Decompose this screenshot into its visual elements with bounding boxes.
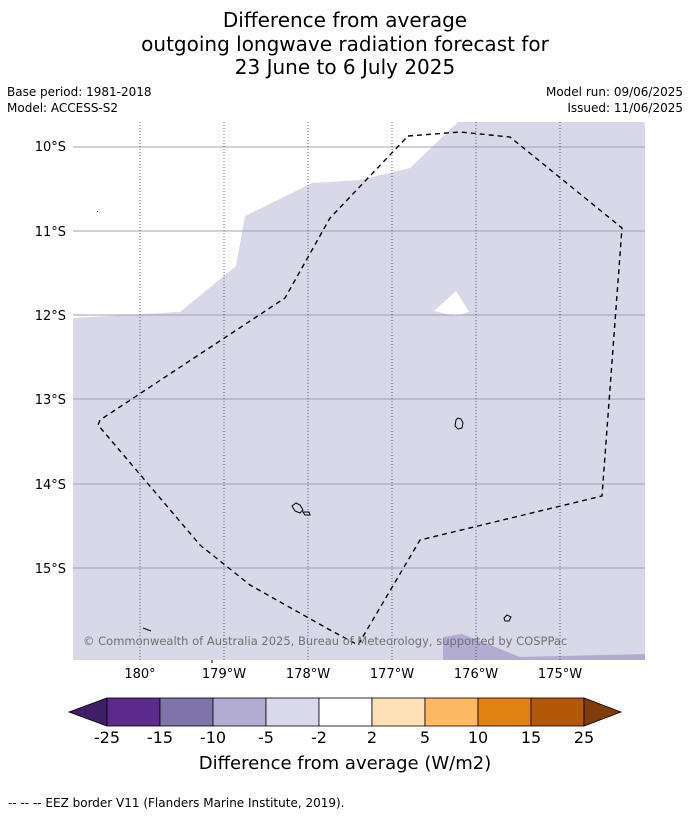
longitude-labels: 180° 179°W 178°W 177°W 176°W 175°W bbox=[124, 667, 582, 682]
title-line-3: 23 June to 6 July 2025 bbox=[234, 55, 456, 79]
lat-label: 12°S bbox=[35, 309, 66, 324]
colorbar-extend-high bbox=[583, 697, 623, 727]
island-outline bbox=[454, 417, 464, 430]
title-line-1: Difference from average bbox=[222, 8, 468, 32]
colorbar-tick-label: -15 bbox=[146, 728, 174, 747]
map-area: © Commonwealth of Australia 2025, Bureau… bbox=[73, 122, 645, 660]
lon-label: 180° bbox=[124, 667, 155, 682]
colorbar-tick-label: -5 bbox=[258, 728, 274, 747]
lon-label: 179°W bbox=[202, 667, 246, 682]
anomaly-region-medium bbox=[443, 634, 645, 660]
island-outline bbox=[96, 210, 99, 213]
eez-border bbox=[97, 131, 623, 646]
anomaly-region-light bbox=[73, 122, 645, 660]
islands bbox=[96, 210, 512, 632]
lat-label: 13°S bbox=[35, 393, 66, 408]
latitude-labels: 10°S 11°S 12°S 13°S 14°S 15°S bbox=[35, 140, 66, 577]
colorbar-tick-label: -2 bbox=[311, 728, 327, 747]
lon-label: 177°W bbox=[370, 667, 414, 682]
colorbar-tick-label: 10 bbox=[467, 728, 489, 747]
island-outline bbox=[302, 511, 311, 516]
colorbar-tick-label: -25 bbox=[93, 728, 121, 747]
model-run: Model run: 09/06/2025 bbox=[545, 85, 683, 99]
lon-label: 176°W bbox=[454, 667, 498, 682]
lat-label: 15°S bbox=[35, 562, 66, 577]
island-outline bbox=[503, 614, 512, 622]
colorbar-swatch bbox=[530, 697, 585, 727]
colorbar-swatch bbox=[424, 697, 479, 727]
colorbar-extend-low bbox=[67, 697, 108, 727]
colorbar-swatch bbox=[265, 697, 320, 727]
colorbar-swatch bbox=[371, 697, 426, 727]
colorbar-tick-label: 5 bbox=[419, 728, 431, 747]
copyright-notice: © Commonwealth of Australia 2025, Bureau… bbox=[83, 634, 567, 648]
lat-label: 14°S bbox=[35, 478, 66, 493]
lon-label: 175°W bbox=[538, 667, 582, 682]
colorbar bbox=[67, 697, 623, 727]
gridlines bbox=[73, 122, 645, 660]
colorbar-title: Difference from average (W/m2) bbox=[198, 753, 492, 774]
model-name: Model: ACCESS-S2 bbox=[7, 101, 119, 115]
lon-label: 178°W bbox=[286, 667, 330, 682]
colorbar-tick-label: 15 bbox=[520, 728, 542, 747]
colorbar-swatch bbox=[477, 697, 532, 727]
colorbar-swatch bbox=[212, 697, 267, 727]
colorbar-tick-label: 2 bbox=[366, 728, 378, 747]
title-line-2: outgoing longwave radiation forecast for bbox=[141, 32, 549, 56]
base-period: Base period: 1981-2018 bbox=[7, 85, 152, 99]
colorbar-swatch bbox=[318, 697, 373, 727]
issued-date: Issued: 11/06/2025 bbox=[567, 101, 683, 115]
colorbar-tick-label: -10 bbox=[199, 728, 227, 747]
island-outline bbox=[142, 627, 152, 632]
colorbar-tick-label: 25 bbox=[573, 728, 595, 747]
colorbar-swatch bbox=[106, 697, 161, 727]
lat-label: 11°S bbox=[35, 225, 66, 240]
anomaly-hole bbox=[434, 291, 469, 316]
island-outline bbox=[291, 502, 304, 514]
eez-legend-note: -- -- -- EEZ border V11 (Flanders Marine… bbox=[8, 796, 345, 810]
lat-label: 10°S bbox=[35, 140, 66, 155]
colorbar-swatch bbox=[159, 697, 214, 727]
